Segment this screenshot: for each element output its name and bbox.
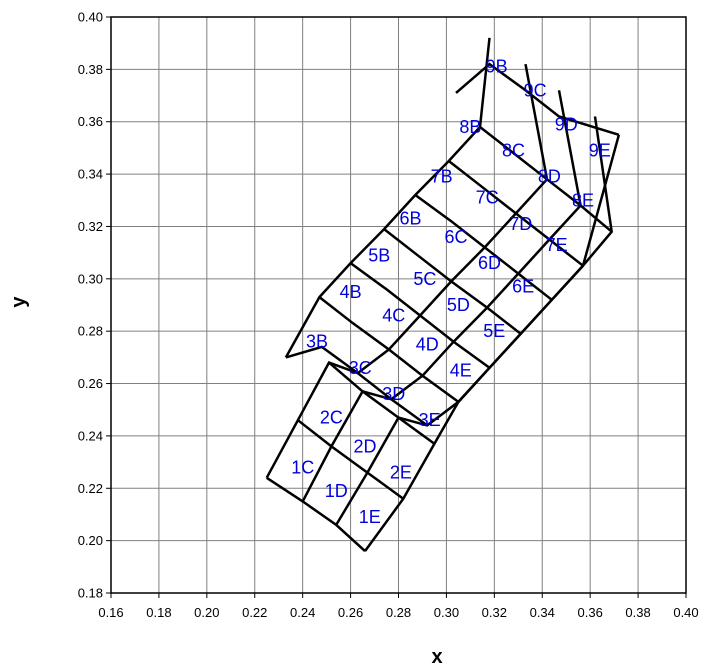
cell-labels: 1C 1D 1E 2C 2D 2E 3B 3C 3D 3E 4B 4C 4D 4E 5B 5C 5D 5E 6B 6C… [291, 57, 611, 527]
y-tick-label: 0.28 [78, 324, 103, 339]
cell-label-8E: 8E [572, 190, 594, 210]
cell-label-2E: 2E [390, 463, 412, 483]
y-tick-label: 0.18 [78, 586, 103, 601]
x-tick-label: 0.30 [434, 605, 459, 620]
mesh-line-col-B [284, 37, 491, 359]
cell-label-3C: 3C [349, 358, 372, 378]
cell-label-1E: 1E [359, 507, 381, 527]
cell-label-6B: 6B [399, 209, 421, 229]
cell-label-5E: 5E [483, 321, 505, 341]
mesh-line-col-C [265, 63, 549, 479]
y-axis-title: y [8, 296, 30, 308]
cell-label-9C: 9C [524, 80, 547, 100]
x-tick-label: 0.16 [98, 605, 123, 620]
mesh-grid [265, 37, 621, 553]
cell-label-5B: 5B [368, 245, 390, 265]
x-tick-label: 0.26 [338, 605, 363, 620]
x-tick-label: 0.20 [194, 605, 219, 620]
cell-label-6D: 6D [478, 253, 501, 273]
cell-label-1C: 1C [291, 457, 314, 477]
x-tick-label: 0.28 [386, 605, 411, 620]
cell-label-9E: 9E [589, 141, 611, 161]
cell-label-9B: 9B [486, 57, 508, 77]
cell-label-4C: 4C [382, 306, 405, 326]
cell-label-4E: 4E [450, 361, 472, 381]
cell-label-1D: 1D [325, 481, 348, 501]
cell-label-7B: 7B [431, 167, 453, 187]
cell-label-9D: 9D [555, 114, 578, 134]
mesh-line-row-2 [297, 419, 405, 500]
cell-label-4B: 4B [340, 282, 362, 302]
cell-label-8B: 8B [459, 117, 481, 137]
mesh-line-row-1 [266, 476, 366, 553]
mesh-line-row-11 [455, 62, 620, 136]
cell-label-4D: 4D [416, 334, 439, 354]
cell-label-5D: 5D [447, 295, 470, 315]
cell-label-2D: 2D [353, 436, 376, 456]
y-tick-label: 0.30 [78, 271, 103, 286]
cell-label-7C: 7C [476, 188, 499, 208]
y-tick-label: 0.26 [78, 376, 103, 391]
mesh-line-col-D [301, 90, 582, 502]
cell-label-8D: 8D [538, 167, 561, 187]
x-tick-label: 0.38 [625, 605, 650, 620]
x-tick-label: 0.22 [242, 605, 267, 620]
y-tick-label: 0.40 [78, 10, 103, 25]
mesh-line-col-F [363, 134, 621, 552]
mesh-line-row-3 [328, 361, 436, 445]
cell-label-6E: 6E [512, 277, 534, 297]
y-tick-label: 0.38 [78, 62, 103, 77]
cell-label-7E: 7E [546, 235, 568, 255]
cell-label-7D: 7D [509, 214, 532, 234]
cell-label-8C: 8C [502, 141, 525, 161]
x-tick-label: 0.18 [146, 605, 171, 620]
y-tick-label: 0.32 [78, 219, 103, 234]
x-tick-label: 0.32 [482, 605, 507, 620]
x-axis-title: x [431, 646, 442, 668]
x-tick-label: 0.34 [530, 605, 555, 620]
y-tick-label: 0.20 [78, 533, 103, 548]
cell-label-3B: 3B [306, 332, 328, 352]
y-tick-label: 0.34 [78, 167, 103, 182]
y-tick-label: 0.22 [78, 481, 103, 496]
cell-label-6C: 6C [444, 227, 467, 247]
cell-label-3D: 3D [382, 384, 405, 404]
cell-label-5C: 5C [413, 269, 436, 289]
axis-ticks: 0.16 0.18 0.20 0.22 0.24 0.26 0.28 0.30 0.32 0.34… [78, 10, 699, 621]
cell-label-2C: 2C [320, 408, 343, 428]
cell-label-3E: 3E [419, 410, 441, 430]
x-tick-label: 0.36 [578, 605, 603, 620]
x-tick-label: 0.24 [290, 605, 315, 620]
y-tick-label: 0.24 [78, 428, 103, 443]
x-tick-label: 0.40 [673, 605, 698, 620]
y-tick-label: 0.36 [78, 114, 103, 129]
